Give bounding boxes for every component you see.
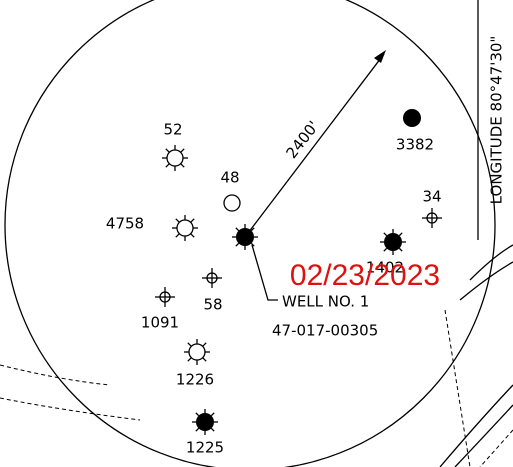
main-well-symbol — [236, 228, 254, 246]
filled-wells — [196, 109, 421, 431]
ray — [195, 427, 200, 432]
distance-label: 2400' — [282, 117, 322, 161]
well-symbol — [176, 219, 194, 237]
well-label: 1226 — [176, 371, 214, 389]
date-stamp: 02/23/2023 — [290, 259, 440, 292]
radius-circle — [4, 0, 496, 467]
ray — [235, 227, 240, 232]
road-dashed — [0, 397, 141, 421]
ray — [180, 163, 185, 168]
well-label: 58 — [203, 296, 222, 314]
road — [439, 384, 513, 467]
road-dashed — [444, 309, 471, 467]
well-symbol — [403, 109, 421, 127]
well-name: WELL NO. 1 — [282, 293, 369, 311]
ray — [180, 148, 185, 153]
ray — [175, 218, 180, 223]
leader-line — [251, 244, 278, 301]
well-label: 48 — [220, 169, 239, 187]
ray — [210, 412, 215, 417]
well-api: 47-017-00305 — [272, 322, 378, 340]
arrow-head — [374, 50, 386, 63]
road — [459, 244, 513, 301]
ray — [383, 232, 388, 237]
well-label: 1091 — [141, 314, 179, 332]
ray — [202, 357, 207, 362]
well-label: 1402 — [366, 259, 404, 277]
radius-arrow — [244, 53, 385, 238]
ray — [210, 427, 215, 432]
ray — [190, 233, 195, 238]
ray — [165, 148, 170, 153]
well-label: 1225 — [186, 439, 224, 457]
ray — [250, 227, 255, 232]
well-symbol — [196, 413, 214, 431]
well-symbol — [166, 149, 184, 167]
well-label: 34 — [422, 188, 441, 206]
ray — [398, 232, 403, 237]
well-symbol — [223, 194, 241, 212]
well-symbol — [188, 343, 206, 361]
ray — [187, 342, 192, 347]
ray — [187, 357, 192, 362]
well-label: 3382 — [396, 136, 434, 154]
ray — [190, 218, 195, 223]
ray — [383, 247, 388, 252]
ray — [235, 242, 240, 247]
well-rays — [155, 145, 442, 435]
ray — [398, 247, 403, 252]
well-label: 52 — [163, 121, 182, 139]
road-dashed — [479, 429, 513, 467]
ray — [175, 233, 180, 238]
ray — [202, 342, 207, 347]
well-label: 4758 — [106, 215, 144, 233]
longitude-label: LONGITUDE 80°47'30" — [488, 36, 506, 205]
road-dashed — [0, 364, 111, 386]
ray — [195, 412, 200, 417]
ray — [165, 163, 170, 168]
ray — [250, 242, 255, 247]
well-symbol — [384, 233, 402, 251]
